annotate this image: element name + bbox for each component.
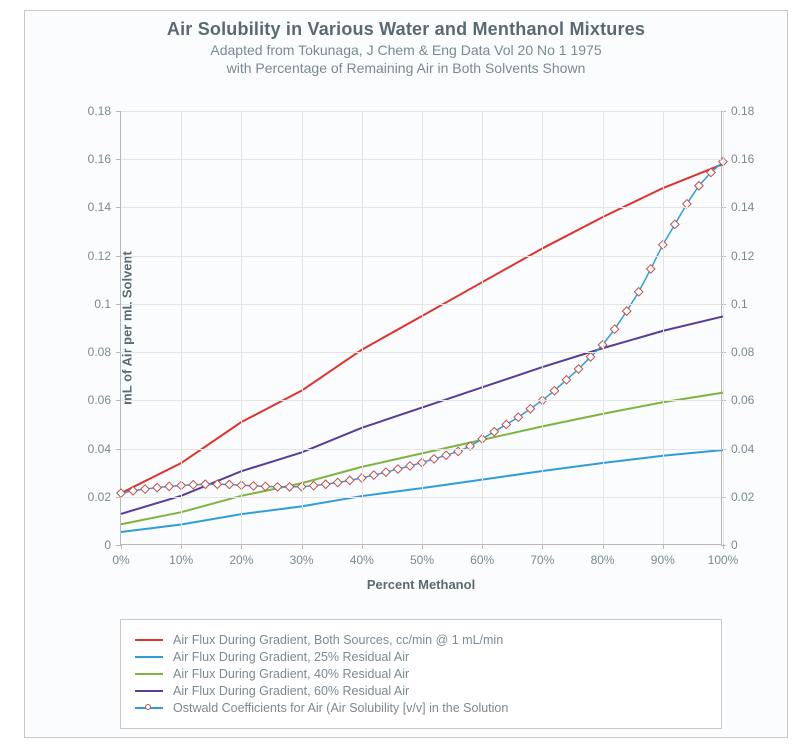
legend-swatch xyxy=(135,656,163,658)
y-tick-left: 0.08 xyxy=(88,345,111,359)
legend-box: Air Flux During Gradient, Both Sources, … xyxy=(120,619,722,729)
y-tick-right: 0.02 xyxy=(731,490,754,504)
x-tick: 20% xyxy=(229,553,253,567)
chart-container: Air Solubility in Various Water and Ment… xyxy=(24,10,788,738)
y-tick-left: 0.1 xyxy=(94,297,111,311)
legend-item: Air Flux During Gradient, 40% Residual A… xyxy=(135,667,707,681)
chart-title: Air Solubility in Various Water and Ment… xyxy=(25,19,787,40)
x-tick: 30% xyxy=(290,553,314,567)
y-tick-right: 0.06 xyxy=(731,393,754,407)
series-marker xyxy=(634,288,642,296)
y-tick-left: 0.18 xyxy=(88,104,111,118)
legend-swatch xyxy=(135,690,163,692)
series-marker xyxy=(647,265,655,273)
legend-item: Air Flux During Gradient, Both Sources, … xyxy=(135,633,707,647)
y-tick-right: 0.08 xyxy=(731,345,754,359)
y-tick-left: 0.16 xyxy=(88,152,111,166)
x-tick: 70% xyxy=(530,553,554,567)
x-tick: 90% xyxy=(651,553,675,567)
legend-item: Air Flux During Gradient, 25% Residual A… xyxy=(135,650,707,664)
legend-label: Ostwald Coefficients for Air (Air Solubi… xyxy=(173,701,508,715)
legend-swatch xyxy=(135,673,163,675)
series-marker xyxy=(321,480,329,488)
legend-swatch xyxy=(135,703,163,713)
series-marker xyxy=(490,427,498,435)
y-tick-left: 0.02 xyxy=(88,490,111,504)
y-tick-left: 0.06 xyxy=(88,393,111,407)
series-marker xyxy=(346,476,354,484)
y-tick-right: 0.18 xyxy=(731,104,754,118)
series-marker xyxy=(430,455,438,463)
y-tick-left: 0 xyxy=(104,538,111,552)
series-marker xyxy=(165,482,173,490)
series-marker xyxy=(622,307,630,315)
x-tick: 10% xyxy=(169,553,193,567)
y-tick-right: 0.1 xyxy=(731,297,748,311)
chart-subtitle-1: Adapted from Tokunaga, J Chem & Eng Data… xyxy=(25,42,787,58)
x-tick: 60% xyxy=(470,553,494,567)
y-tick-left: 0.12 xyxy=(88,249,111,263)
series-marker xyxy=(225,480,233,488)
series-marker xyxy=(333,478,341,486)
series-marker xyxy=(249,482,257,490)
plot-region: 000.020.020.040.040.060.060.080.080.10.1… xyxy=(120,111,722,545)
series-marker xyxy=(309,481,317,489)
y-tick-right: 0.04 xyxy=(731,442,754,456)
x-tick: 80% xyxy=(591,553,615,567)
x-tick: 0% xyxy=(112,553,129,567)
legend-item: Ostwald Coefficients for Air (Air Solubi… xyxy=(135,701,707,715)
y-tick-right: 0 xyxy=(731,538,738,552)
legend-label: Air Flux During Gradient, 25% Residual A… xyxy=(173,650,409,664)
legend-swatch xyxy=(135,639,163,641)
title-block: Air Solubility in Various Water and Ment… xyxy=(25,11,787,76)
chart-area: mL of Air per mL Solvent Percent Methano… xyxy=(120,111,722,545)
legend-label: Air Flux During Gradient, Both Sources, … xyxy=(173,633,503,647)
y-tick-right: 0.14 xyxy=(731,200,754,214)
series-marker xyxy=(442,451,450,459)
series-marker xyxy=(671,220,679,228)
series-marker xyxy=(394,465,402,473)
y-tick-left: 0.04 xyxy=(88,442,111,456)
y-tick-right: 0.16 xyxy=(731,152,754,166)
legend-item: Air Flux During Gradient, 60% Residual A… xyxy=(135,684,707,698)
legend-label: Air Flux During Gradient, 60% Residual A… xyxy=(173,684,409,698)
series-marker xyxy=(285,483,293,491)
series-marker xyxy=(382,468,390,476)
series-marker xyxy=(153,483,161,491)
series-marker xyxy=(370,471,378,479)
x-tick: 50% xyxy=(410,553,434,567)
x-axis-label: Percent Methanol xyxy=(367,577,475,592)
y-tick-left: 0.14 xyxy=(88,200,111,214)
x-tick: 100% xyxy=(708,553,739,567)
chart-subtitle-2: with Percentage of Remaining Air in Both… xyxy=(25,60,787,76)
series-marker xyxy=(141,485,149,493)
series-marker xyxy=(502,420,510,428)
y-tick-right: 0.12 xyxy=(731,249,754,263)
x-tick: 40% xyxy=(350,553,374,567)
series-marker xyxy=(406,462,414,470)
legend-label: Air Flux During Gradient, 40% Residual A… xyxy=(173,667,409,681)
series-marker xyxy=(189,480,197,488)
